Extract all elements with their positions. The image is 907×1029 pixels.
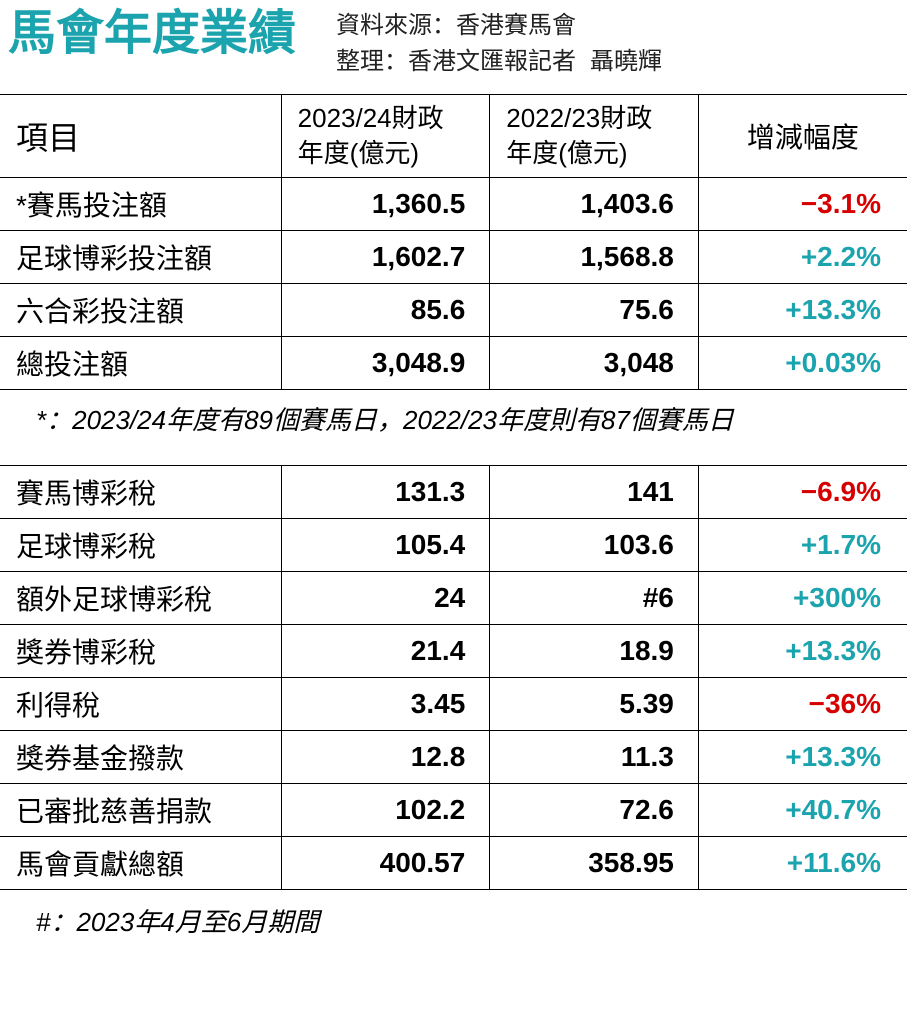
table-row: 馬會貢獻總額400.57358.95+11.6%: [0, 836, 907, 889]
fy2-cell: 1,403.6: [490, 178, 699, 231]
item-cell: 利得稅: [0, 677, 281, 730]
change-cell: −6.9%: [698, 465, 907, 518]
table-row: 總投注額3,048.93,048+0.03%: [0, 337, 907, 390]
meta-compiled-value: 香港文匯報記者: [408, 48, 576, 75]
item-cell: 獎券博彩稅: [0, 624, 281, 677]
item-cell: 總投注額: [0, 337, 281, 390]
financial-table: 項目 2023/24財政 年度(億元) 2022/23財政 年度(億元) 增減幅…: [0, 94, 907, 951]
col-header-fy1-line2: 年度(億元): [298, 138, 419, 168]
fy1-cell: 3.45: [281, 677, 490, 730]
fy2-cell: 18.9: [490, 624, 699, 677]
table-header-row: 項目 2023/24財政 年度(億元) 2022/23財政 年度(億元) 增減幅…: [0, 95, 907, 178]
table-row: 已審批慈善捐款102.272.6+40.7%: [0, 783, 907, 836]
col-header-fy2-line2: 年度(億元): [506, 138, 627, 168]
reporter-name: 聶曉輝: [590, 48, 662, 75]
page-title: 馬會年度業績: [8, 8, 296, 61]
item-cell: 馬會貢獻總額: [0, 836, 281, 889]
table-row: 足球博彩稅105.4103.6+1.7%: [0, 518, 907, 571]
table-row: 額外足球博彩稅24#6+300%: [0, 571, 907, 624]
change-cell: +2.2%: [698, 231, 907, 284]
fy2-cell: 3,048: [490, 337, 699, 390]
fy1-cell: 1,602.7: [281, 231, 490, 284]
meta-source-line: 資料來源：香港賽馬會: [336, 8, 662, 44]
item-cell: 額外足球博彩稅: [0, 571, 281, 624]
table-row: 賽馬博彩稅131.3141−6.9%: [0, 465, 907, 518]
fy2-cell: 11.3: [490, 730, 699, 783]
change-cell: +13.3%: [698, 284, 907, 337]
meta-compiled-line: 整理：香港文匯報記者聶曉輝: [336, 44, 662, 80]
change-cell: +13.3%: [698, 730, 907, 783]
change-cell: −3.1%: [698, 178, 907, 231]
fy2-cell: 5.39: [490, 677, 699, 730]
fy1-cell: 24: [281, 571, 490, 624]
note2-row: #：2023年4月至6月期間: [0, 889, 907, 951]
item-cell: *賽馬投注額: [0, 178, 281, 231]
item-cell: 六合彩投注額: [0, 284, 281, 337]
fy2-cell: 75.6: [490, 284, 699, 337]
change-cell: +13.3%: [698, 624, 907, 677]
fy1-cell: 85.6: [281, 284, 490, 337]
change-cell: +11.6%: [698, 836, 907, 889]
fy1-cell: 1,360.5: [281, 178, 490, 231]
change-cell: +40.7%: [698, 783, 907, 836]
meta-source-label: 資料來源：: [336, 12, 456, 39]
table-row: 獎券基金撥款12.811.3+13.3%: [0, 730, 907, 783]
watermark: @香港文匯報: [797, 917, 893, 941]
col-header-item: 項目: [0, 95, 281, 178]
gap-row: [0, 447, 907, 465]
fy2-cell: 103.6: [490, 518, 699, 571]
item-cell: 足球博彩投注額: [0, 231, 281, 284]
table-row: 足球博彩投注額1,602.71,568.8+2.2%: [0, 231, 907, 284]
fy1-cell: 131.3: [281, 465, 490, 518]
fy2-cell: 72.6: [490, 783, 699, 836]
item-cell: 賽馬博彩稅: [0, 465, 281, 518]
fy1-cell: 21.4: [281, 624, 490, 677]
note1-cell: *：2023/24年度有89個賽馬日，2022/23年度則有87個賽馬日: [0, 390, 907, 448]
gap-cell: [0, 447, 907, 465]
col-header-fy2-line1: 2022/23財政: [506, 103, 652, 133]
table-row: 六合彩投注額85.675.6+13.3%: [0, 284, 907, 337]
table-wrap: 項目 2023/24財政 年度(億元) 2022/23財政 年度(億元) 增減幅…: [0, 94, 907, 951]
meta-block: 資料來源：香港賽馬會 整理：香港文匯報記者聶曉輝: [336, 8, 662, 80]
change-cell: +300%: [698, 571, 907, 624]
table-row: *賽馬投注額1,360.51,403.6−3.1%: [0, 178, 907, 231]
col-header-fy2: 2022/23財政 年度(億元): [490, 95, 699, 178]
fy2-cell: 141: [490, 465, 699, 518]
change-cell: +1.7%: [698, 518, 907, 571]
col-header-change: 增減幅度: [698, 95, 907, 178]
item-cell: 已審批慈善捐款: [0, 783, 281, 836]
fy1-cell: 400.57: [281, 836, 490, 889]
col-header-fy1-line1: 2023/24財政: [298, 103, 444, 133]
note1-row: *：2023/24年度有89個賽馬日，2022/23年度則有87個賽馬日: [0, 390, 907, 448]
header-row: 馬會年度業績 資料來源：香港賽馬會 整理：香港文匯報記者聶曉輝: [0, 0, 907, 88]
change-cell: −36%: [698, 677, 907, 730]
col-header-fy1: 2023/24財政 年度(億元): [281, 95, 490, 178]
note2-cell: #：2023年4月至6月期間: [0, 889, 907, 951]
change-cell: +0.03%: [698, 337, 907, 390]
meta-source-value: 香港賽馬會: [456, 12, 576, 39]
meta-compiled-label: 整理：: [336, 48, 408, 75]
fy1-cell: 102.2: [281, 783, 490, 836]
table-row: 獎券博彩稅21.418.9+13.3%: [0, 624, 907, 677]
fy2-cell: #6: [490, 571, 699, 624]
table-row: 利得稅3.455.39−36%: [0, 677, 907, 730]
item-cell: 獎券基金撥款: [0, 730, 281, 783]
item-cell: 足球博彩稅: [0, 518, 281, 571]
fy1-cell: 3,048.9: [281, 337, 490, 390]
fy2-cell: 358.95: [490, 836, 699, 889]
fy1-cell: 105.4: [281, 518, 490, 571]
fy1-cell: 12.8: [281, 730, 490, 783]
page-container: 馬會年度業績 資料來源：香港賽馬會 整理：香港文匯報記者聶曉輝 項目 2023/…: [0, 0, 907, 951]
fy2-cell: 1,568.8: [490, 231, 699, 284]
